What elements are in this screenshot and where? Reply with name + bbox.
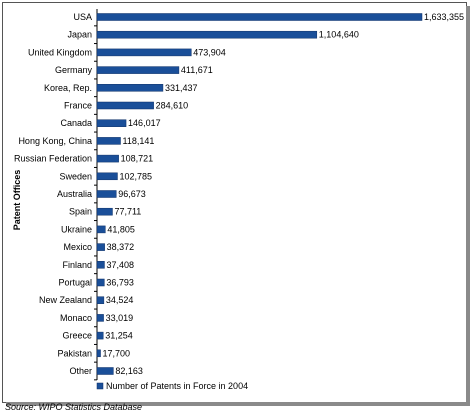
bar xyxy=(96,30,318,39)
category-label: Ukraine xyxy=(61,224,92,234)
category-label: Sweden xyxy=(59,171,92,181)
data-label: 146,017 xyxy=(128,118,161,128)
category-label: Other xyxy=(69,366,92,376)
bar xyxy=(96,243,105,251)
bar xyxy=(96,119,127,127)
category-label: Finland xyxy=(62,260,92,270)
bar xyxy=(96,331,104,340)
data-label: 108,721 xyxy=(121,154,154,164)
category-label: France xyxy=(64,101,92,111)
bar xyxy=(96,207,113,216)
bar xyxy=(96,66,180,74)
bar xyxy=(96,172,118,181)
category-label: Spain xyxy=(69,207,92,217)
category-label: Greece xyxy=(62,331,92,341)
chart-frame xyxy=(2,2,467,403)
category-label: Russian Federation xyxy=(14,154,92,164)
category-label: Hong Kong, China xyxy=(18,136,92,146)
legend-label: Number of Patents in Force in 2004 xyxy=(106,381,248,391)
bar xyxy=(96,314,104,322)
data-label: 37,408 xyxy=(106,260,134,270)
category-label: New Zealand xyxy=(39,295,92,305)
y-axis-label: Patent Offices xyxy=(12,170,22,231)
category-label: Japan xyxy=(67,30,92,40)
source-note: Source: WIPO Statistics Database xyxy=(5,402,143,412)
data-label: 284,610 xyxy=(156,101,189,111)
data-label: 118,141 xyxy=(123,136,155,146)
legend-swatch xyxy=(96,382,104,390)
category-label: United Kingdom xyxy=(28,47,92,57)
category-label: Mexico xyxy=(63,242,92,252)
bar xyxy=(96,137,121,145)
bar xyxy=(96,225,106,234)
bar xyxy=(96,349,101,358)
data-label: 1,633,355 xyxy=(424,12,464,22)
bar xyxy=(96,190,117,198)
data-label: 17,700 xyxy=(103,348,131,358)
bar xyxy=(96,48,192,57)
bar xyxy=(96,278,105,287)
data-label: 82,163 xyxy=(115,366,143,376)
category-label: USA xyxy=(73,12,92,22)
data-label: 34,524 xyxy=(106,295,134,305)
category-label: Korea, Rep. xyxy=(44,83,92,93)
category-label: Canada xyxy=(60,118,92,128)
data-label: 331,437 xyxy=(165,83,198,93)
data-label: 1,104,640 xyxy=(319,30,359,40)
category-label: Pakistan xyxy=(57,348,92,358)
frame-shadow-bottom xyxy=(6,402,470,406)
data-label: 33,019 xyxy=(106,313,134,323)
data-label: 411,671 xyxy=(181,65,213,75)
data-label: 77,711 xyxy=(114,207,141,217)
frame-shadow-right xyxy=(466,6,470,403)
data-label: 31,254 xyxy=(105,331,133,341)
bar xyxy=(96,101,154,110)
category-label: Germany xyxy=(55,65,93,75)
bar-chart: Patent Offices USA 1,633,355 Japan 1,104,64… xyxy=(12,9,464,391)
bar xyxy=(96,367,114,375)
bar xyxy=(96,84,164,92)
bar xyxy=(96,261,105,269)
bar xyxy=(96,154,119,163)
legend: Number of Patents in Force in 2004 xyxy=(96,381,248,391)
data-label: 96,673 xyxy=(118,189,146,199)
data-label: 38,372 xyxy=(107,242,135,252)
category-label: Monaco xyxy=(60,313,92,323)
data-label: 473,904 xyxy=(193,47,226,57)
category-label: Australia xyxy=(57,189,92,199)
category-label: Portugal xyxy=(58,278,92,288)
bar xyxy=(96,296,105,304)
data-label: 102,785 xyxy=(119,171,152,181)
bar xyxy=(96,13,423,21)
data-label: 36,793 xyxy=(106,278,134,288)
data-label: 41,805 xyxy=(107,224,135,234)
